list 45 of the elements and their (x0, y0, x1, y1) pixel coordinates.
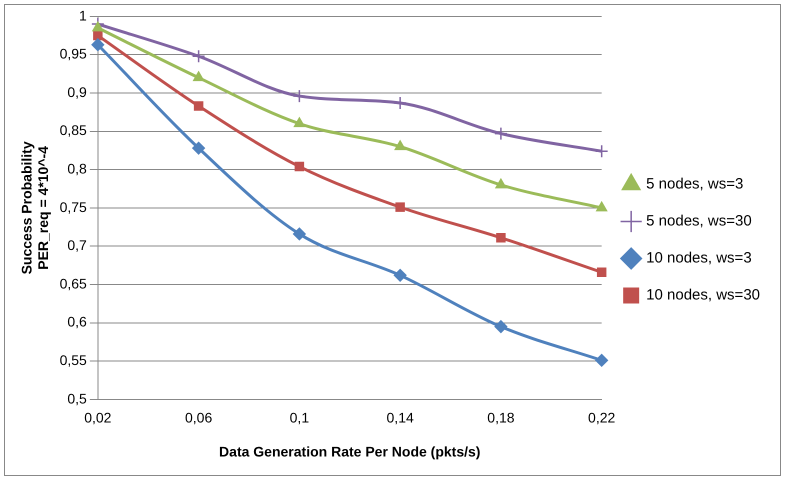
point (292, 227, 306, 240)
x-tick-label: 0,1 (290, 410, 310, 426)
point (194, 101, 204, 111)
x-tick-label: 0,14 (386, 410, 414, 426)
legend-label: 10 nodes, ws=30 (646, 286, 760, 304)
point (294, 117, 306, 128)
point (294, 162, 304, 172)
legend-label: 10 nodes, ws=3 (646, 250, 752, 267)
point (495, 178, 507, 188)
y-tick-label: 1 (79, 7, 88, 24)
legend-label: 5 nodes, ws=30 (646, 212, 752, 230)
y-tick-label: 0,9 (67, 84, 88, 100)
y-tick-label: 0,5 (67, 390, 88, 406)
y-tick-label: 0,65 (60, 275, 88, 292)
y-tick-label: 0,95 (60, 46, 88, 62)
x-tick-label: 0,18 (487, 410, 515, 426)
point (494, 126, 508, 140)
y-tick-label: 0,8 (67, 160, 88, 176)
y-tick-label: 0,75 (60, 198, 88, 215)
x-tick-label: 0,22 (588, 410, 616, 426)
y-tick-label: 0,55 (60, 352, 88, 368)
point (596, 268, 606, 277)
y-tick-label: 0,85 (60, 122, 88, 138)
point (594, 144, 608, 158)
point (92, 21, 104, 32)
legend-label: 5 nodes, ws=3 (646, 176, 744, 193)
point (595, 354, 608, 367)
x-axis-title: Data Generation Rate Per Node (pkts/s) (219, 443, 480, 460)
y-tick-label: 0,6 (67, 314, 88, 330)
point (91, 38, 104, 52)
point (496, 233, 506, 243)
point (192, 49, 206, 63)
point (192, 71, 204, 82)
y-axis-title: Success Probability PER_req = 4*10^-4 (18, 141, 52, 274)
point (292, 89, 306, 103)
point (394, 140, 406, 150)
x-tick-label: 0,06 (184, 410, 212, 426)
point (192, 142, 206, 155)
point (395, 202, 405, 212)
point (596, 201, 608, 212)
y-tick-label: 0,7 (67, 237, 88, 254)
point (394, 268, 407, 282)
point (393, 96, 407, 110)
point (494, 320, 508, 334)
x-tick-label: 0,02 (84, 410, 112, 426)
